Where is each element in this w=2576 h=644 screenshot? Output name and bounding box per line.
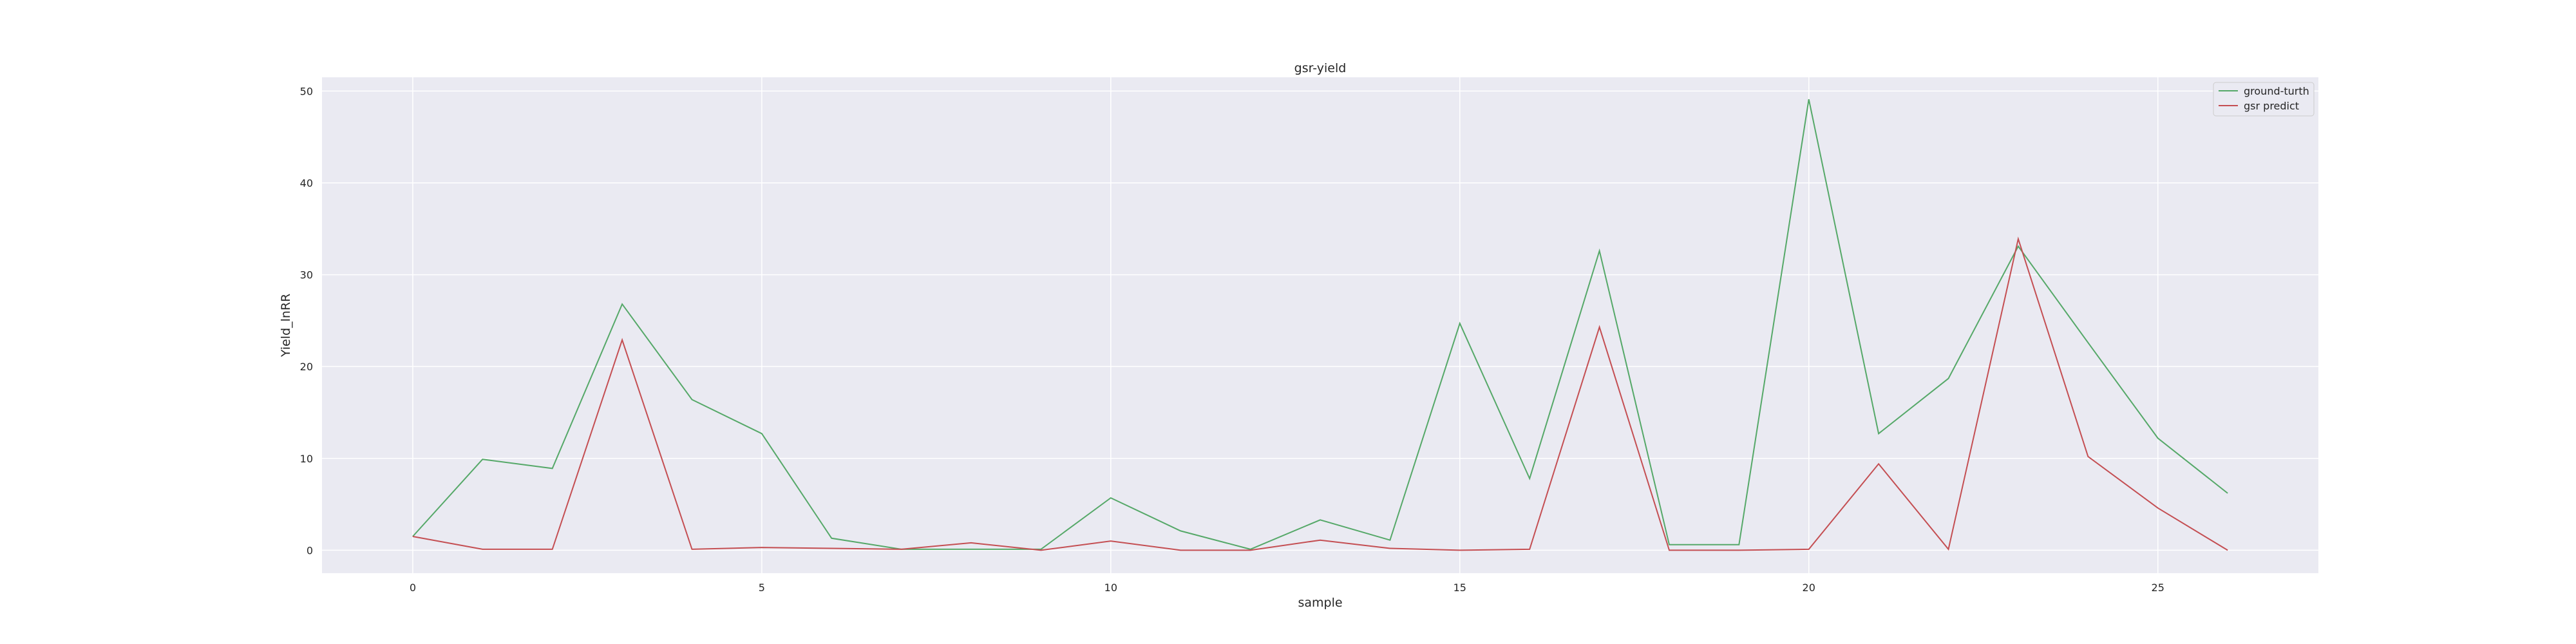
legend-label-gsr-predict: gsr predict	[2244, 100, 2299, 112]
y-axis-label: Yield_lnRR	[279, 294, 293, 357]
tick-labels: 0 5 10 15 20 25 0 10 20 30 40 50	[300, 85, 2164, 594]
x-tick-label: 20	[1803, 582, 1815, 594]
x-tick-label: 10	[1104, 582, 1117, 594]
x-axis-label: sample	[1298, 596, 1342, 610]
y-tick-label: 40	[300, 177, 313, 189]
x-tick-label: 0	[410, 582, 416, 594]
y-tick-label: 50	[300, 85, 313, 97]
legend: ground-turth gsr predict	[2213, 82, 2315, 117]
x-tick-label: 15	[1454, 582, 1466, 594]
y-tick-label: 0	[307, 544, 313, 556]
legend-label-ground-turth: ground-turth	[2244, 85, 2309, 97]
plot-area	[322, 77, 2318, 573]
series-lines	[412, 99, 2228, 551]
y-tick-label: 10	[300, 453, 313, 465]
y-tick-label: 30	[300, 269, 313, 281]
x-tick-label: 25	[2152, 582, 2164, 594]
y-tick-label: 20	[300, 361, 313, 373]
x-tick-label: 5	[759, 582, 765, 594]
chart-title: gsr-yield	[1294, 61, 1347, 75]
grid-lines	[322, 77, 2318, 573]
series-line-gsr-predict	[412, 236, 2228, 551]
series-line-ground-turth	[412, 99, 2228, 550]
legend-box	[2213, 82, 2315, 117]
